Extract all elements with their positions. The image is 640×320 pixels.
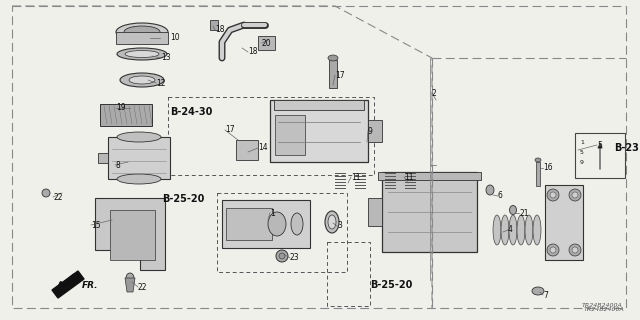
Ellipse shape	[279, 253, 285, 259]
Text: 8: 8	[115, 161, 120, 170]
Circle shape	[569, 244, 581, 256]
Circle shape	[547, 189, 559, 201]
Bar	[575, 133, 625, 178]
Ellipse shape	[517, 215, 525, 245]
Polygon shape	[100, 104, 152, 126]
Polygon shape	[222, 200, 310, 248]
Bar	[168, 97, 374, 175]
Text: 9: 9	[368, 126, 373, 135]
Text: 14: 14	[258, 143, 268, 153]
Ellipse shape	[509, 215, 517, 245]
Ellipse shape	[532, 287, 544, 295]
Ellipse shape	[325, 211, 339, 233]
Ellipse shape	[535, 158, 541, 162]
Ellipse shape	[268, 212, 286, 236]
Polygon shape	[236, 140, 258, 160]
Polygon shape	[210, 20, 218, 30]
Text: B-25-20: B-25-20	[370, 280, 412, 290]
Polygon shape	[378, 172, 481, 180]
Polygon shape	[368, 198, 382, 226]
Polygon shape	[110, 210, 155, 260]
Text: 18: 18	[248, 47, 257, 57]
Ellipse shape	[509, 205, 516, 214]
Ellipse shape	[129, 76, 155, 84]
Text: 23: 23	[290, 253, 300, 262]
Ellipse shape	[124, 26, 160, 38]
Text: B-23: B-23	[614, 143, 639, 153]
Polygon shape	[536, 162, 540, 186]
Text: 13: 13	[161, 53, 171, 62]
Circle shape	[572, 247, 578, 253]
Bar	[217, 193, 347, 272]
Text: 10: 10	[170, 34, 180, 43]
Text: 15: 15	[91, 220, 100, 229]
Polygon shape	[258, 36, 275, 50]
Ellipse shape	[116, 23, 168, 41]
Ellipse shape	[501, 215, 509, 245]
Ellipse shape	[120, 73, 164, 87]
Text: 2: 2	[432, 89, 436, 98]
Text: 18: 18	[215, 26, 225, 35]
Polygon shape	[116, 32, 168, 44]
Text: 7: 7	[543, 291, 548, 300]
Polygon shape	[270, 100, 368, 162]
Ellipse shape	[486, 185, 494, 195]
Text: 21: 21	[519, 209, 529, 218]
Ellipse shape	[291, 213, 303, 235]
Polygon shape	[368, 120, 382, 142]
Ellipse shape	[117, 132, 161, 142]
Circle shape	[550, 247, 556, 253]
Ellipse shape	[533, 215, 541, 245]
Polygon shape	[545, 185, 583, 260]
Circle shape	[569, 189, 581, 201]
Text: 17: 17	[225, 125, 235, 134]
Text: 19: 19	[116, 103, 125, 113]
Ellipse shape	[493, 215, 501, 245]
Ellipse shape	[117, 48, 167, 60]
Text: FR.: FR.	[82, 281, 99, 290]
Polygon shape	[275, 115, 305, 155]
Polygon shape	[98, 153, 108, 163]
Text: 17: 17	[335, 70, 344, 79]
Polygon shape	[108, 137, 170, 179]
Polygon shape	[382, 172, 477, 252]
Ellipse shape	[328, 55, 338, 61]
Polygon shape	[226, 208, 272, 240]
Polygon shape	[52, 271, 84, 298]
Text: 5: 5	[597, 140, 602, 149]
Ellipse shape	[126, 273, 134, 283]
Ellipse shape	[525, 215, 533, 245]
Ellipse shape	[42, 189, 50, 197]
Text: 3: 3	[337, 221, 342, 230]
Text: 9: 9	[580, 161, 584, 165]
Text: 12: 12	[156, 78, 166, 87]
Polygon shape	[329, 60, 337, 88]
Ellipse shape	[328, 215, 336, 229]
Text: TR24B2400A: TR24B2400A	[581, 303, 622, 308]
Text: 16: 16	[543, 164, 552, 172]
Text: 11: 11	[404, 172, 413, 181]
Polygon shape	[95, 198, 165, 270]
Text: 22: 22	[138, 283, 147, 292]
Circle shape	[572, 192, 578, 198]
Polygon shape	[274, 100, 364, 110]
Bar	[327, 242, 370, 306]
Circle shape	[550, 192, 556, 198]
Ellipse shape	[117, 174, 161, 184]
Text: B-25-20: B-25-20	[162, 194, 204, 204]
Ellipse shape	[125, 51, 159, 58]
Polygon shape	[125, 278, 135, 292]
Text: 1: 1	[580, 140, 584, 146]
Circle shape	[547, 244, 559, 256]
Text: 22: 22	[53, 193, 63, 202]
Text: TR24B2400A: TR24B2400A	[583, 307, 624, 312]
Text: 5: 5	[580, 150, 584, 156]
Text: B-24-30: B-24-30	[170, 107, 212, 117]
Ellipse shape	[276, 250, 288, 262]
Text: 4: 4	[508, 226, 513, 235]
Text: 6: 6	[498, 191, 503, 201]
Text: 20: 20	[262, 38, 271, 47]
Text: 11: 11	[351, 172, 360, 181]
Text: 1: 1	[270, 209, 275, 218]
